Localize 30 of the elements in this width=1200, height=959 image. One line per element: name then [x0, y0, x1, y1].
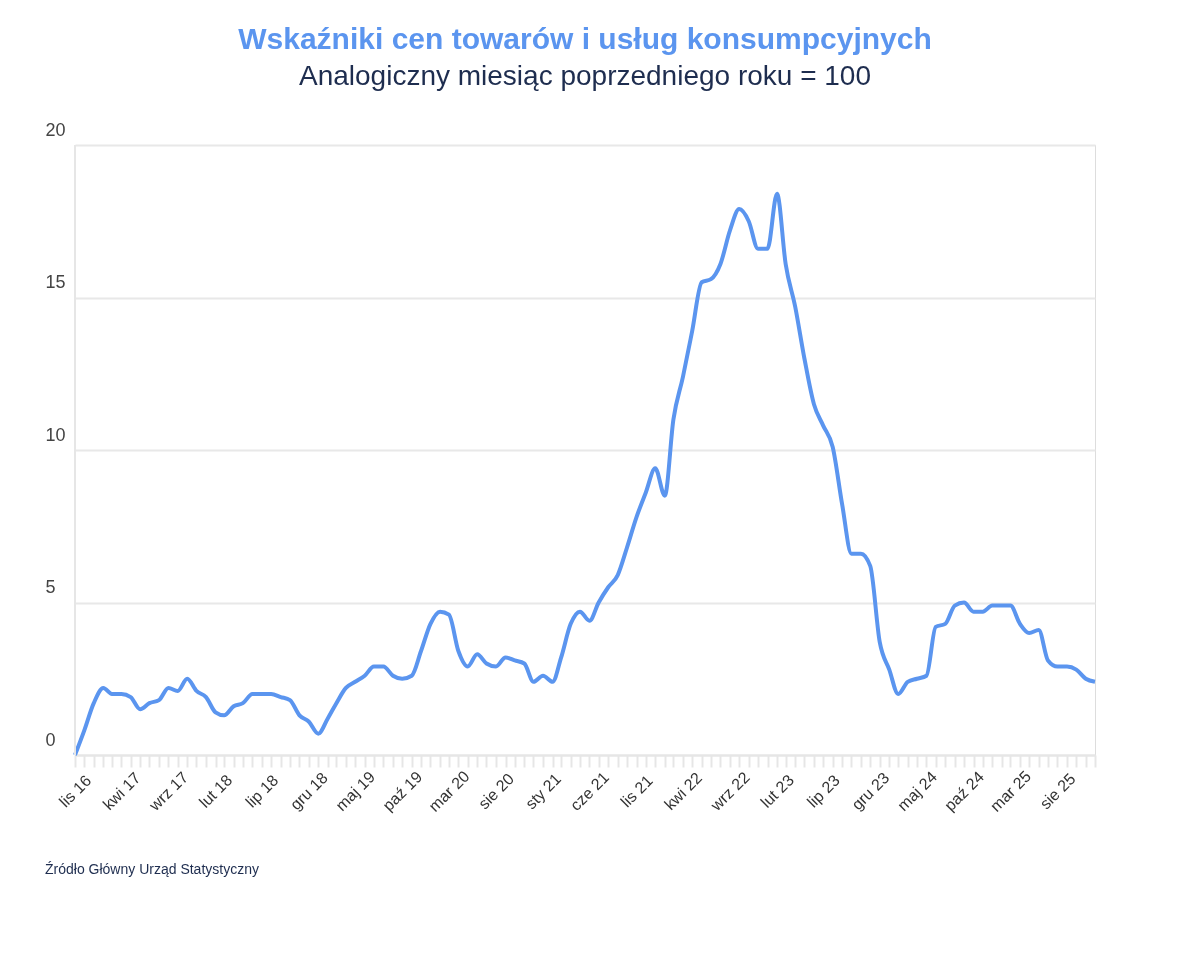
x-tick-label: gru 18: [286, 769, 331, 814]
x-tick-label: mar 25: [986, 767, 1035, 815]
x-tick-label: paź 19: [379, 768, 426, 815]
x-tick-label: lip 23: [803, 771, 843, 811]
x-tick-label: sie 25: [1036, 769, 1079, 813]
chart-subtitle: Analogiczny miesiąc poprzedniego roku = 100: [298, 60, 872, 91]
text: Źródło Główny Urząd Statystyczny: [45, 861, 259, 877]
x-tick-label: wrz 17: [145, 768, 192, 815]
y-tick-label: 20: [45, 119, 66, 140]
x-tick-label: mar 20: [425, 767, 473, 815]
x-tick-label: lip 18: [242, 771, 282, 811]
y-tick-label: 10: [45, 424, 66, 445]
x-tick-label: gru 23: [848, 769, 893, 814]
x-tick-label: lut 23: [757, 771, 798, 811]
x-tick-label: lis 16: [55, 771, 95, 811]
x-tick-label: maj 19: [332, 768, 379, 815]
x-tick-label: paź 24: [941, 768, 988, 815]
x-tick-label: wrz 22: [706, 768, 753, 815]
y-tick-label: 5: [45, 577, 56, 597]
x-tick-label: kwi 22: [661, 769, 706, 814]
x-tick-label: cze 21: [566, 768, 613, 814]
y-tick-label: 15: [45, 272, 66, 292]
y-tick-label: 0: [45, 729, 56, 750]
x-tick-label: lis 21: [617, 771, 656, 811]
x-tick-label: sty 21: [522, 769, 565, 813]
x-tick-label: lut 18: [195, 771, 236, 811]
x-tick-label: kwi 17: [99, 769, 144, 814]
x-tick-label: maj 24: [894, 768, 941, 815]
x-tick-label: sie 20: [475, 769, 518, 813]
chart-title: Wskaźniki cen towarów i usług konsumpcyjnych: [238, 22, 932, 55]
